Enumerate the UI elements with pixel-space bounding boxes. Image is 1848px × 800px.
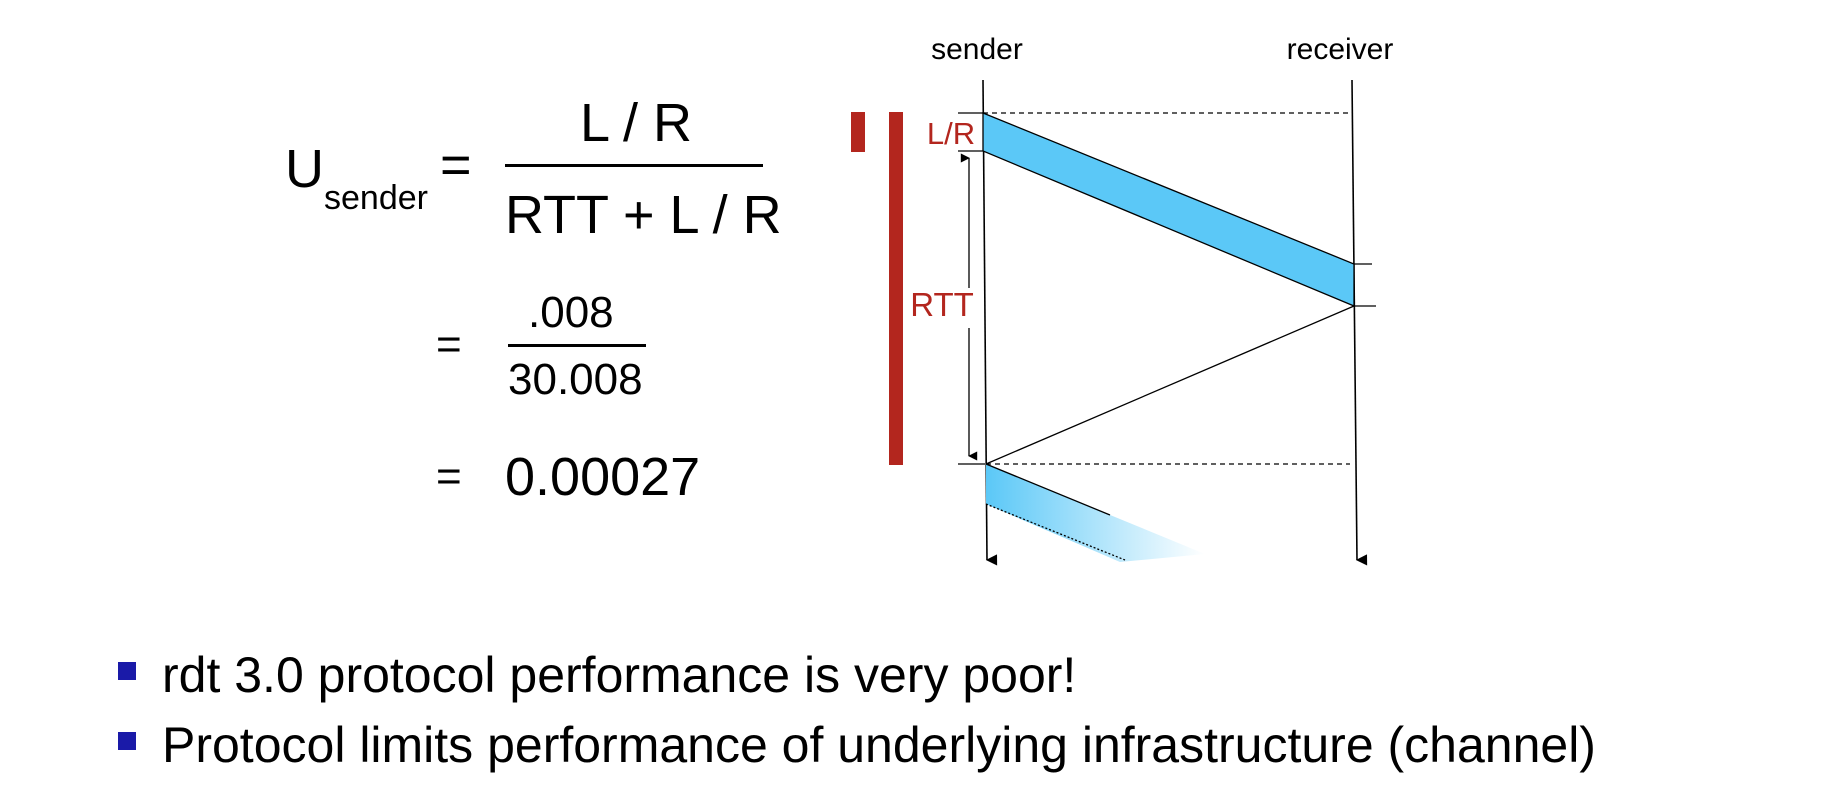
bullet-square-icon bbox=[118, 662, 136, 680]
numerator-value: .008 bbox=[528, 288, 614, 337]
bullet-square-icon bbox=[118, 732, 136, 750]
u-letter: U bbox=[285, 139, 324, 199]
next-packet-bottom-edge bbox=[985, 503, 1126, 561]
denominator-value: 30.008 bbox=[508, 355, 643, 404]
receiver-label: receiver bbox=[1287, 33, 1394, 66]
lr-time-bar bbox=[889, 112, 903, 152]
bullet-item: rdt 3.0 protocol performance is very poo… bbox=[118, 640, 1596, 710]
u-subscript: sender bbox=[324, 179, 428, 217]
formula-denominator: RTT + L / R bbox=[505, 185, 782, 245]
rtt-label-bg bbox=[908, 288, 976, 328]
rtt-time-bar bbox=[889, 152, 903, 465]
next-packet-band bbox=[986, 464, 1205, 562]
formula-numerator: L / R bbox=[580, 93, 693, 153]
equals-sign-3: = bbox=[436, 452, 462, 501]
ack-line bbox=[985, 305, 1355, 465]
next-packet-top-edge bbox=[985, 463, 1111, 516]
rtt-label: RTT bbox=[910, 286, 974, 323]
fraction-bar-2 bbox=[508, 344, 646, 347]
utilization-symbol: Usender bbox=[285, 139, 428, 215]
bullet-text: rdt 3.0 protocol performance is very poo… bbox=[162, 647, 1077, 703]
bullet-text: Protocol limits performance of underlyin… bbox=[162, 717, 1596, 773]
equals-sign-2: = bbox=[436, 320, 462, 369]
receiver-timeline bbox=[1351, 79, 1368, 566]
packet-transmission-band bbox=[982, 112, 1355, 307]
lr-label: L/R bbox=[927, 116, 975, 151]
bullet-item: Protocol limits performance of underlyin… bbox=[118, 710, 1596, 780]
result-value: 0.00027 bbox=[505, 447, 701, 507]
sender-label: sender bbox=[931, 33, 1023, 66]
bullet-list: rdt 3.0 protocol performance is very poo… bbox=[118, 640, 1596, 780]
busy-time-bar bbox=[851, 112, 865, 152]
fraction-bar-1 bbox=[505, 164, 763, 167]
equals-sign-1: = bbox=[440, 135, 472, 195]
